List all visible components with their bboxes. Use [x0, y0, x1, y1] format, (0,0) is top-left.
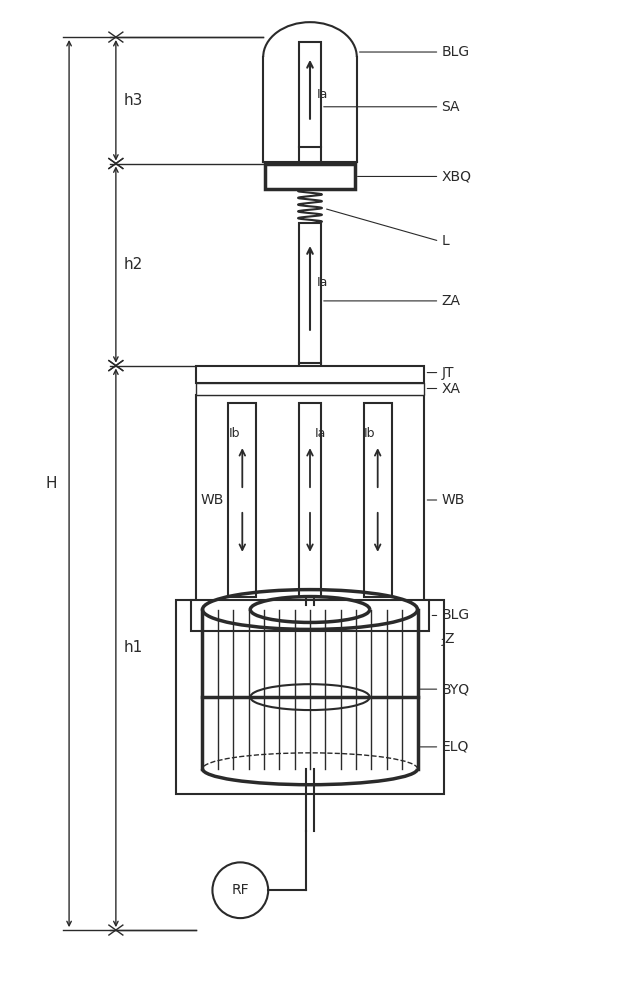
Text: Ia: Ia: [315, 427, 326, 440]
Bar: [299, 42, 321, 147]
Text: JZ: JZ: [441, 632, 455, 646]
Text: h1: h1: [124, 640, 143, 655]
Text: BYQ: BYQ: [441, 682, 470, 696]
Bar: [196, 395, 425, 605]
Text: WB: WB: [201, 493, 224, 507]
Text: ZA: ZA: [441, 294, 461, 308]
Bar: [196, 383, 425, 395]
Text: Ia: Ia: [317, 88, 328, 101]
Bar: [196, 366, 425, 383]
Bar: [299, 403, 321, 597]
Text: h2: h2: [124, 257, 143, 272]
Text: L: L: [441, 234, 449, 248]
Text: XA: XA: [441, 382, 461, 396]
Bar: [176, 600, 444, 794]
Text: h3: h3: [124, 93, 143, 108]
Text: SA: SA: [441, 100, 460, 114]
Text: Ib: Ib: [228, 427, 240, 440]
Text: H: H: [45, 476, 57, 491]
Text: XBQ: XBQ: [441, 169, 472, 183]
Text: BLG: BLG: [441, 45, 470, 59]
Text: ELQ: ELQ: [441, 740, 469, 754]
Bar: [191, 600, 430, 631]
Text: JT: JT: [441, 366, 454, 380]
Bar: [265, 164, 355, 189]
Bar: [364, 403, 392, 597]
Text: WB: WB: [441, 493, 465, 507]
Text: BLG: BLG: [441, 608, 470, 622]
Text: RF: RF: [232, 883, 249, 897]
Bar: [228, 403, 256, 597]
Text: Ia: Ia: [317, 276, 328, 289]
Text: Ib: Ib: [364, 427, 375, 440]
Bar: [299, 223, 321, 363]
